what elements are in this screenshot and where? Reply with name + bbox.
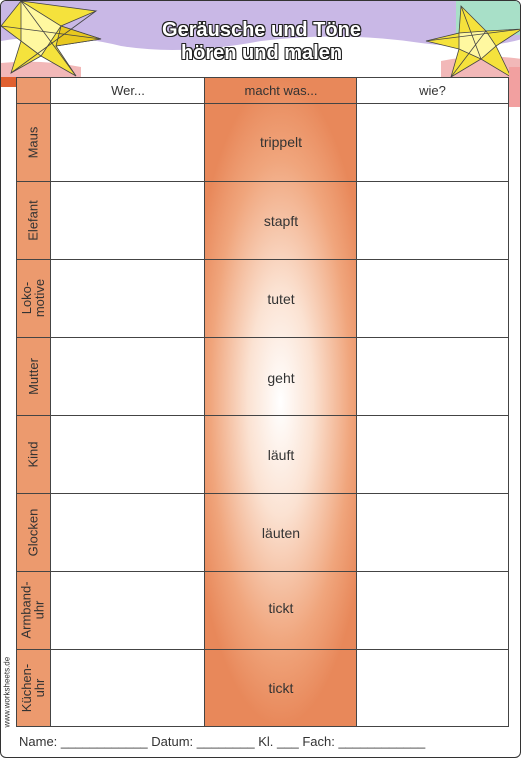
verb-cell: stapft bbox=[263, 213, 299, 229]
right-star-icon bbox=[425, 5, 520, 77]
macht-column bbox=[205, 78, 357, 726]
header-macht: macht was... bbox=[244, 83, 318, 98]
footer-fields: Name: ____________ Datum: ________ Kl. _… bbox=[19, 734, 426, 749]
verb-cell: trippelt bbox=[259, 134, 303, 150]
header-banner: Geräusche und Töne hören und malen bbox=[1, 1, 520, 77]
left-accent-strip bbox=[1, 77, 16, 87]
verb-cell: läuft bbox=[267, 447, 295, 463]
row-divider bbox=[17, 571, 508, 572]
worksheet-table: Wer... macht was... wie? trippelt stapft… bbox=[16, 77, 509, 727]
row-label-armbanduhr: Armband- uhr bbox=[19, 581, 48, 639]
header-artwork bbox=[1, 1, 520, 77]
row-divider bbox=[17, 493, 508, 494]
row-divider bbox=[17, 103, 508, 104]
row-label-lokomotive: Loko- motive bbox=[19, 278, 48, 318]
row-divider bbox=[17, 415, 508, 416]
title-line-2: hören und malen bbox=[180, 42, 343, 64]
header-wie: wie? bbox=[419, 83, 446, 98]
right-accent-strip bbox=[509, 67, 520, 107]
row-divider bbox=[17, 649, 508, 650]
verb-cell: tickt bbox=[268, 680, 294, 696]
row-divider bbox=[17, 337, 508, 338]
verb-cell: geht bbox=[267, 370, 295, 386]
left-star-icon bbox=[1, 1, 102, 77]
row-label-elefant: Elefant bbox=[25, 199, 41, 241]
website-credit: www.worksheets.de bbox=[2, 656, 12, 728]
row-label-kuechenuhr: Küchen- uhr bbox=[19, 663, 48, 713]
row-divider bbox=[17, 259, 508, 260]
row-label-mutter: Mutter bbox=[25, 357, 41, 395]
header-wer: Wer... bbox=[111, 83, 145, 98]
wer-column bbox=[51, 78, 205, 726]
verb-cell: läuten bbox=[261, 525, 301, 541]
row-label-maus: Maus bbox=[25, 126, 41, 158]
row-label-glocken: Glocken bbox=[25, 508, 41, 556]
wie-column bbox=[357, 78, 508, 726]
page-title: Geräusche und Töne hören und malen bbox=[1, 19, 520, 65]
verb-cell: tutet bbox=[267, 291, 295, 307]
title-line-1: Geräusche und Töne bbox=[162, 19, 361, 41]
verb-cell: tickt bbox=[268, 600, 294, 616]
row-divider bbox=[17, 181, 508, 182]
row-label-kind: Kind bbox=[25, 440, 41, 468]
label-column bbox=[17, 78, 51, 726]
